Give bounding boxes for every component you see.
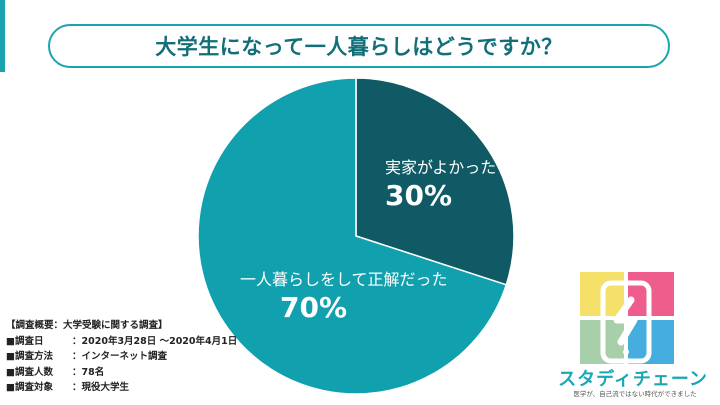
survey-key: ■調査人数 xyxy=(6,366,53,378)
survey-summary: 【調査概要：大学受験に関する調査】 ■調査日 ：2020年3月28日 〜2020年… xyxy=(6,318,237,396)
survey-value: ：2020年3月28日 〜2020年4月1日 xyxy=(72,335,238,347)
logo-tagline: 医学が、自己流ではない時代ができました xyxy=(573,390,697,398)
accent-bar xyxy=(0,0,5,72)
survey-key: ■調査方法 xyxy=(6,351,53,363)
slice-value-home: 30% xyxy=(385,179,453,212)
survey-heading: 【調査概要：大学受験に関する調査】 xyxy=(6,320,168,331)
survey-row: ■調査対象 ：現役大学生 xyxy=(6,380,237,396)
survey-value: ：78名 xyxy=(72,366,105,378)
studychain-logo xyxy=(580,272,698,384)
pie-slice-alone xyxy=(197,77,508,395)
survey-row: ■調査方法 ：インターネット調査 xyxy=(6,349,237,365)
page-title: 大学生になって一人暮らしはどうですか？ xyxy=(155,35,563,59)
slice-value-alone: 70% xyxy=(280,291,348,324)
slice-label-alone: 一人暮らしをして正解だった 70% xyxy=(240,272,448,322)
title-banner: 大学生になって一人暮らしはどうですか？ xyxy=(48,24,670,68)
slice-category-home: 実家がよかった xyxy=(385,158,497,177)
slice-category-alone: 一人暮らしをして正解だった xyxy=(240,270,448,289)
survey-key: ■調査日 xyxy=(6,335,44,347)
survey-row: ■調査人数 ：78名 xyxy=(6,365,237,381)
survey-value: ：現役大学生 xyxy=(72,382,130,394)
survey-key: ■調査対象 xyxy=(6,382,53,394)
logo-wordmark: スタディチェーン xyxy=(558,369,708,390)
pie-slice-home xyxy=(355,77,515,286)
survey-value: ：インターネット調査 xyxy=(72,351,168,363)
slice-label-home: 実家がよかった 30% xyxy=(385,160,496,210)
phone-icon xyxy=(600,280,652,364)
survey-row: ■調査日 ：2020年3月28日 〜2020年4月1日 xyxy=(6,334,237,350)
